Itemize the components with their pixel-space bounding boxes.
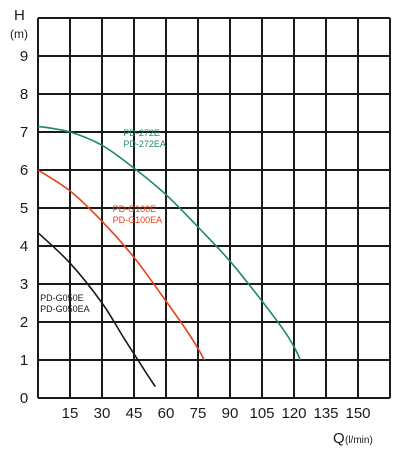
x-tick-label: 105 bbox=[249, 405, 274, 422]
series-label: PD-G050E bbox=[40, 293, 84, 303]
x-axis-title: Q bbox=[333, 430, 345, 447]
y-axis-title: H bbox=[14, 7, 25, 24]
x-tick-label: 120 bbox=[281, 405, 306, 422]
x-tick-label: 45 bbox=[126, 405, 143, 422]
x-tick-label: 135 bbox=[313, 405, 338, 422]
chart-grid bbox=[37, 17, 391, 399]
y-tick-label: 7 bbox=[20, 124, 28, 141]
y-tick-label: 5 bbox=[20, 200, 28, 217]
x-tick-label: 90 bbox=[222, 405, 239, 422]
y-tick-label: 0 bbox=[20, 390, 28, 407]
series-label: PD-272EA bbox=[123, 139, 166, 149]
series-line-1 bbox=[37, 125, 302, 361]
x-tick-label: 75 bbox=[190, 405, 207, 422]
series-label: PD-G100EA bbox=[113, 215, 163, 225]
y-tick-label: 9 bbox=[20, 48, 28, 65]
y-tick-label: 2 bbox=[20, 314, 28, 331]
series-label: PD-272E bbox=[123, 128, 160, 138]
series-label: PD-G100E bbox=[113, 204, 157, 214]
series-line-2 bbox=[37, 169, 206, 361]
x-axis-unit: (l/min) bbox=[345, 435, 373, 446]
x-tick-label: 150 bbox=[345, 405, 370, 422]
y-tick-label: 1 bbox=[20, 352, 28, 369]
y-tick-label: 4 bbox=[20, 238, 28, 255]
series-line-3 bbox=[37, 232, 156, 388]
y-axis-unit: (m) bbox=[10, 27, 28, 41]
x-tick-label: 60 bbox=[158, 405, 175, 422]
y-tick-label: 6 bbox=[20, 162, 28, 179]
y-tick-label: 8 bbox=[20, 86, 28, 103]
chart-curves bbox=[37, 125, 302, 388]
y-tick-label: 3 bbox=[20, 276, 28, 293]
series-label: PD-G050EA bbox=[40, 304, 90, 314]
x-tick-label: 15 bbox=[62, 405, 79, 422]
x-tick-label: 30 bbox=[94, 405, 111, 422]
